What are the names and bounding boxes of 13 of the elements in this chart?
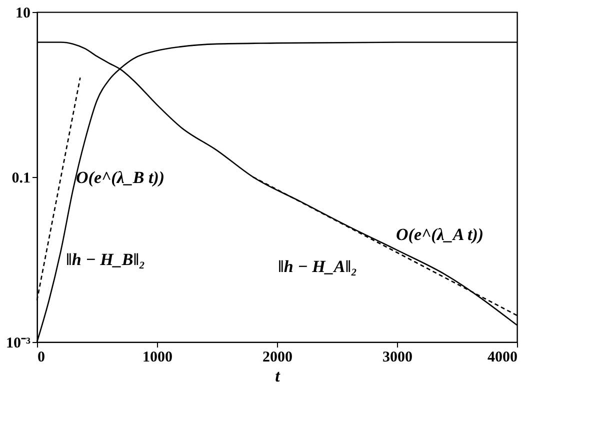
- y-tick-label: 0.1: [12, 170, 30, 186]
- x-tick-label: 3000: [382, 350, 412, 366]
- x-tick-label: 2000: [262, 350, 292, 366]
- annotation: O(e^(λ_A t)): [396, 225, 484, 244]
- x-tick-label: 0: [38, 350, 45, 366]
- x-axis-title: t: [275, 366, 282, 386]
- y-tick-label: 10: [16, 6, 30, 22]
- y-tick-label: 10⁻³: [6, 336, 31, 352]
- x-tick-label: 4000: [488, 350, 518, 366]
- annotation: O(e^(λ_B t)): [76, 168, 165, 187]
- annotation: ‖h − H_A‖₂: [278, 257, 358, 276]
- annotation: ‖h − H_B‖₂: [66, 250, 146, 269]
- x-tick-label: 1000: [142, 350, 172, 366]
